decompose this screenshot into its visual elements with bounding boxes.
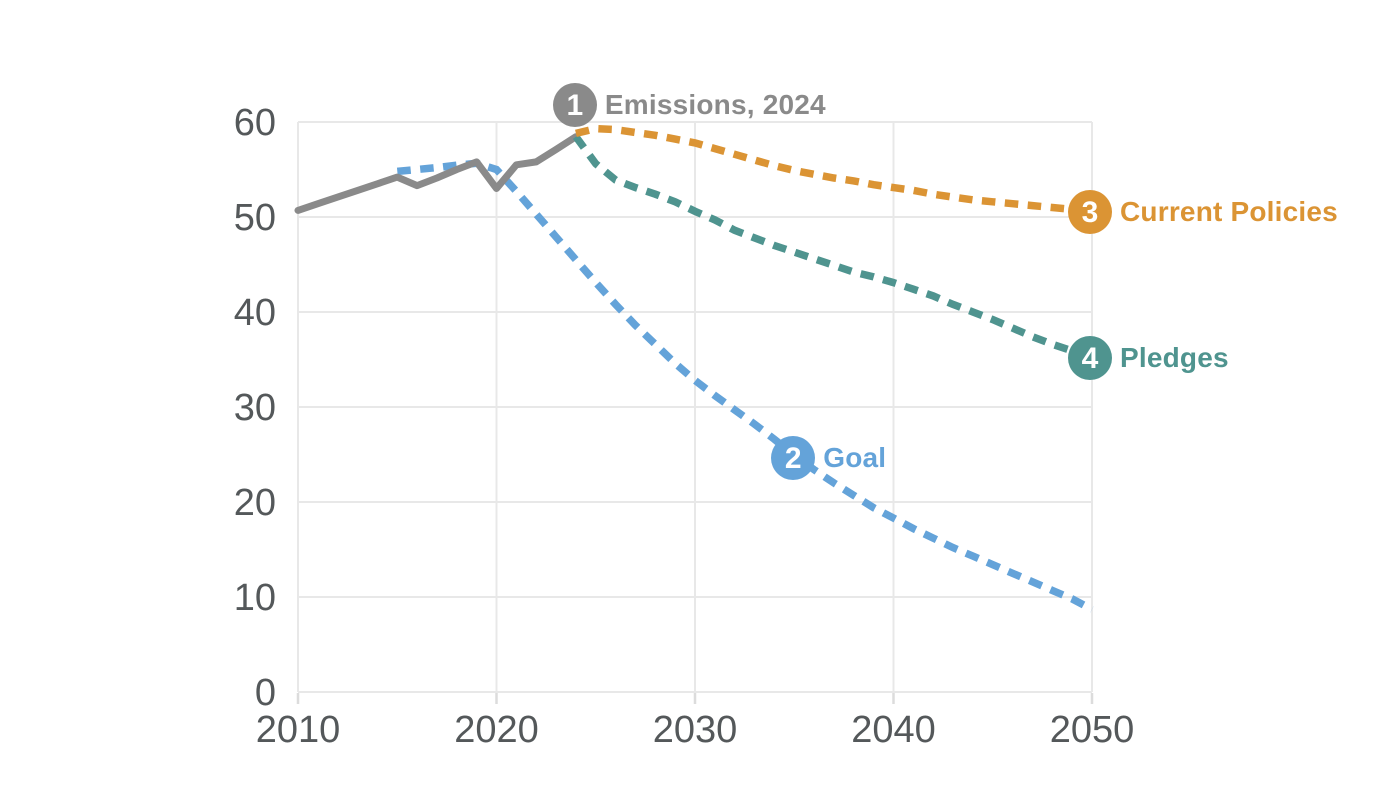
annotation-badge-4: 4 bbox=[1068, 335, 1112, 380]
y-tick-label: 40 bbox=[234, 292, 276, 334]
y-tick-label: 50 bbox=[234, 197, 276, 239]
series-line-goal bbox=[396, 159, 1094, 613]
annotation-badge-1: 1 bbox=[552, 82, 597, 127]
annotation-label-current-policies: Current Policies bbox=[1120, 196, 1338, 228]
y-tick-label: 60 bbox=[234, 102, 276, 144]
annotation-badge-2: 2 bbox=[771, 436, 816, 481]
series-line-history bbox=[294, 133, 580, 214]
x-tick-label: 2050 bbox=[1050, 709, 1135, 751]
y-tick-label: 30 bbox=[234, 387, 276, 429]
x-tick-label: 2040 bbox=[851, 709, 936, 751]
annotation-label-pledges: Pledges bbox=[1120, 341, 1229, 373]
x-tick-label: 2020 bbox=[454, 709, 539, 751]
x-tick-label: 2030 bbox=[653, 709, 738, 751]
y-tick-label: 10 bbox=[234, 577, 276, 619]
x-tick-label: 2010 bbox=[256, 709, 341, 751]
y-tick-label: 0 bbox=[255, 672, 276, 714]
annotation-badge-3: 3 bbox=[1068, 190, 1112, 235]
series-line-pledges bbox=[572, 134, 1093, 360]
series-line-current_policies bbox=[575, 124, 1093, 216]
annotation-goal: 2 Goal bbox=[771, 436, 887, 481]
annotation-label-goal: Goal bbox=[823, 442, 887, 474]
annotation-current-policies: 3 Current Policies bbox=[1068, 190, 1338, 235]
annotation-emissions-2024: 1 Emissions, 2024 bbox=[552, 82, 826, 127]
y-tick-label: 20 bbox=[234, 482, 276, 524]
annotation-label-emissions-2024: Emissions, 2024 bbox=[604, 88, 826, 120]
annotation-pledges: 4 Pledges bbox=[1068, 335, 1229, 380]
